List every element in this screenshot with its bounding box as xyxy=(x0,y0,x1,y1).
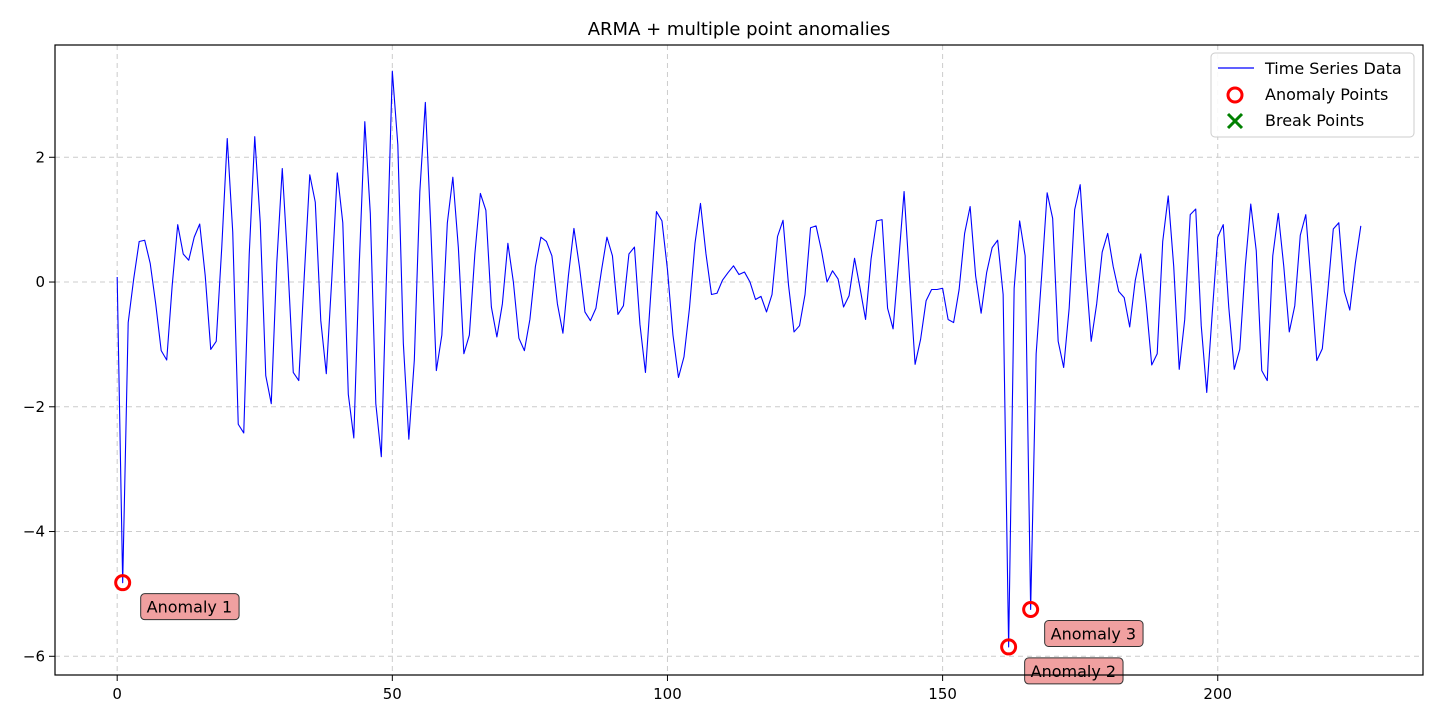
x-tick-label: 50 xyxy=(383,685,402,703)
x-tick-label: 0 xyxy=(112,685,122,703)
chart-title: ARMA + multiple point anomalies xyxy=(588,19,891,40)
legend-break-swatch xyxy=(1226,112,1244,130)
anomaly-annotation: Anomaly 2 xyxy=(1024,657,1124,685)
anomaly-annotation: Anomaly 1 xyxy=(140,593,240,621)
legend-anomaly-swatch xyxy=(1226,86,1244,104)
y-tick-label: 0 xyxy=(35,273,45,291)
anomaly-point-marker xyxy=(114,574,132,592)
anomaly-point-marker xyxy=(1000,638,1018,656)
anomaly-marker-layer xyxy=(114,574,1040,656)
x-tick-label: 200 xyxy=(1203,685,1232,703)
annotation-box xyxy=(1044,620,1144,648)
y-tick-label: −2 xyxy=(23,398,45,416)
x-tick-label: 150 xyxy=(928,685,957,703)
annotation-label: Anomaly 3 xyxy=(1051,625,1136,644)
annotation-label: Anomaly 2 xyxy=(1031,662,1116,681)
x-tick-label: 100 xyxy=(653,685,682,703)
y-tick-label: −4 xyxy=(23,523,45,541)
anomaly-point-marker xyxy=(1022,601,1040,619)
plot-frame xyxy=(54,44,1424,676)
annotation-layer: Anomaly 1 Anomaly 2 Anomaly 3 xyxy=(140,593,1144,685)
legend-label-anomaly-points: Anomaly Points xyxy=(1265,85,1388,104)
time-series-line xyxy=(116,70,1362,648)
axis-layer: 0 50 100 150 200 −6 −4 −2 0 2 xyxy=(23,148,1232,703)
legend: Time Series Data Anomaly Points Break Po… xyxy=(1210,52,1415,138)
annotation-box xyxy=(140,593,240,621)
grid-layer xyxy=(55,45,1423,675)
annotation-box xyxy=(1024,657,1124,685)
annotation-label: Anomaly 1 xyxy=(147,598,232,617)
y-tick-label: −6 xyxy=(23,647,45,665)
series-layer xyxy=(116,70,1362,648)
y-tick-label: 2 xyxy=(35,148,45,166)
legend-box xyxy=(1210,52,1415,138)
legend-label-break-points: Break Points xyxy=(1265,111,1364,130)
legend-label-time-series: Time Series Data xyxy=(1264,59,1402,78)
anomaly-annotation: Anomaly 3 xyxy=(1044,620,1144,648)
